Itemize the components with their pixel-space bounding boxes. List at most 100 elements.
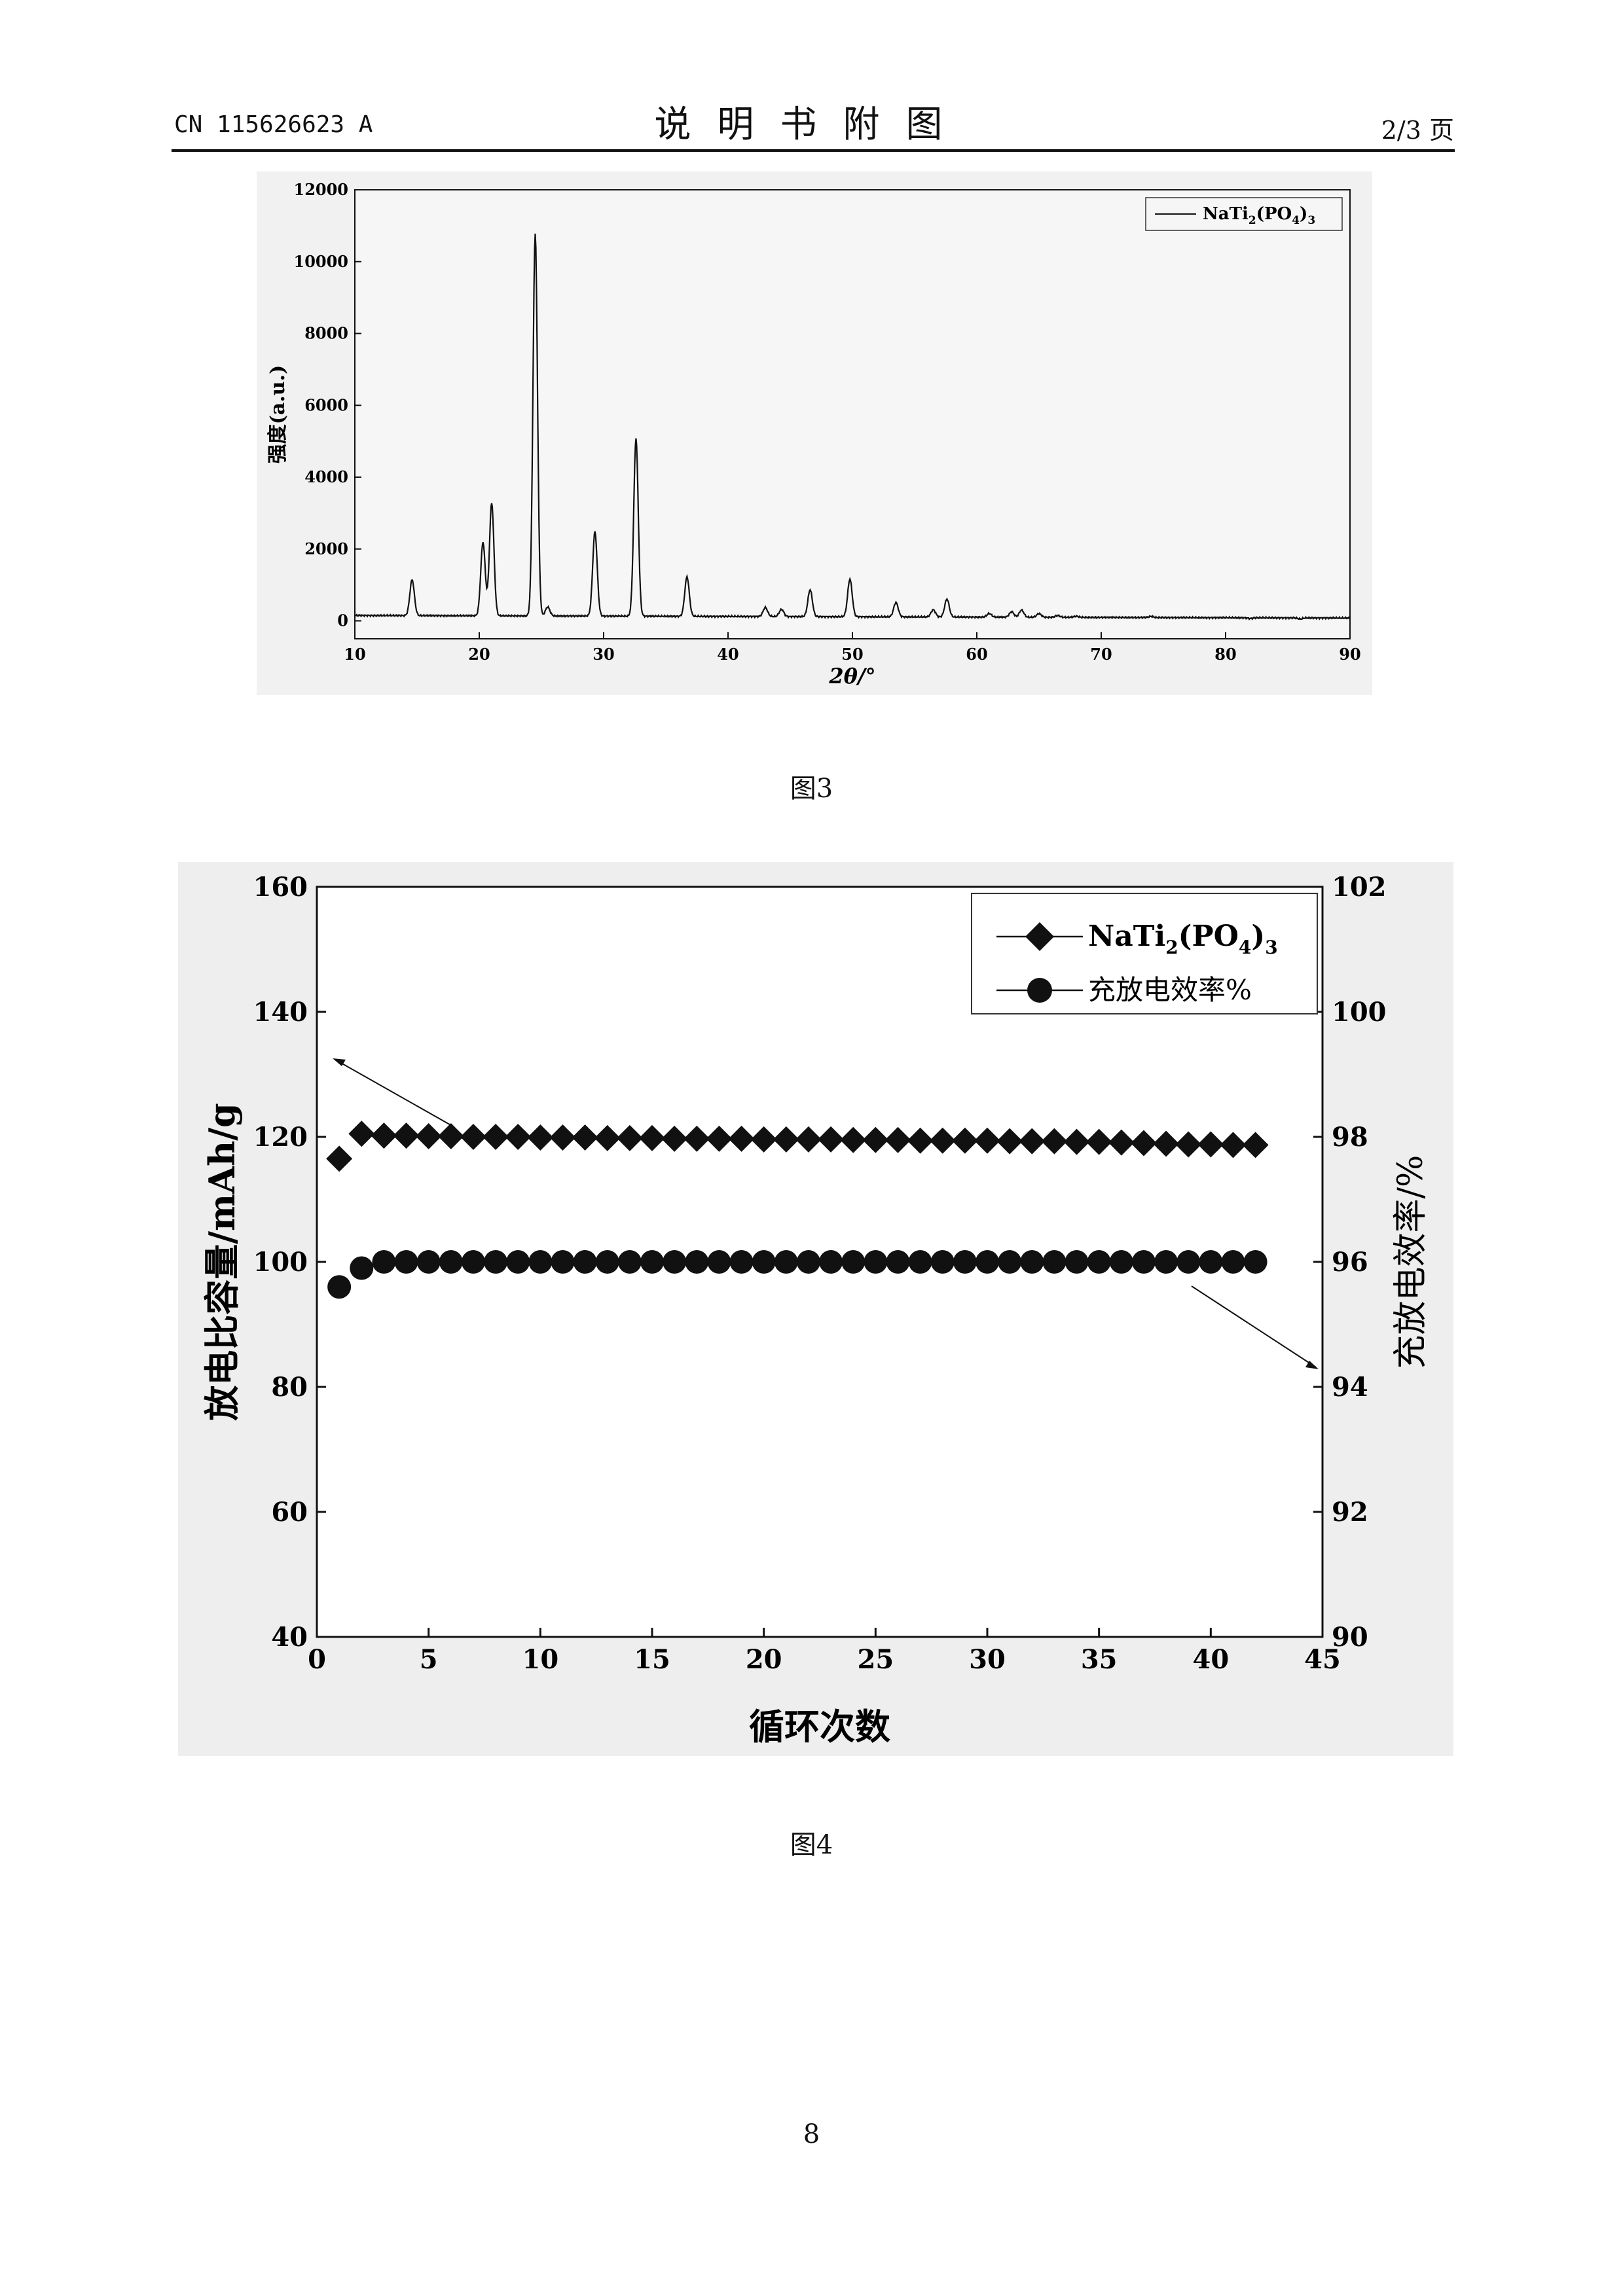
left-axis-arrow-head <box>333 1058 346 1066</box>
x-tick-label: 30 <box>593 645 614 664</box>
y-left-tick-label: 60 <box>271 1497 308 1528</box>
x-tick-label: 30 <box>969 1644 1006 1675</box>
capacity-point <box>706 1125 733 1152</box>
x-tick-label: 45 <box>1304 1644 1341 1675</box>
efficiency-point <box>1065 1250 1089 1274</box>
capacity-point <box>483 1124 509 1150</box>
y-right-tick-label: 96 <box>1332 1247 1368 1278</box>
capacity-point <box>818 1126 845 1153</box>
capacity-point <box>795 1126 822 1153</box>
y-right-tick-label: 102 <box>1332 872 1387 903</box>
capacity-point <box>684 1125 710 1152</box>
right-axis-arrow <box>1191 1285 1317 1368</box>
efficiency-point <box>617 1250 642 1274</box>
legend-efficiency-label: 充放电效率% <box>1088 974 1252 1006</box>
x-tick-label: 40 <box>1192 1644 1229 1675</box>
efficiency-point <box>1199 1250 1223 1274</box>
x-tick-label: 35 <box>1081 1644 1118 1675</box>
capacity-point <box>1019 1128 1046 1155</box>
x-tick-label: 10 <box>344 645 365 664</box>
capacity-point <box>773 1126 799 1153</box>
page-number: 8 <box>803 2119 820 2149</box>
efficiency-point <box>774 1250 798 1274</box>
capacity-point <box>326 1145 353 1172</box>
xrd-chart: 10 20 30 40 50 60 70 80 90 0 2000 4000 6000 8000 10000… <box>257 171 1372 695</box>
efficiency-point <box>1042 1250 1067 1274</box>
capacity-point <box>527 1124 554 1151</box>
document-id: CN 115626623 A <box>174 111 373 138</box>
x-tick-label: 90 <box>1339 645 1360 664</box>
efficiency-point <box>394 1250 418 1274</box>
y-tick-label: 6000 <box>304 395 348 414</box>
axis-arrows <box>333 1058 1319 1369</box>
capacity-point <box>594 1124 621 1151</box>
efficiency-point <box>685 1250 709 1274</box>
efficiency-point <box>953 1250 977 1274</box>
efficiency-point <box>796 1250 820 1274</box>
y-tick-label: 8000 <box>304 324 348 343</box>
efficiency-point <box>819 1250 843 1274</box>
capacity-point <box>1242 1132 1269 1158</box>
efficiency-point <box>439 1250 463 1274</box>
page-title: 说明书附图 <box>654 103 969 146</box>
efficiency-point <box>461 1250 485 1274</box>
x-axis-label: 循环次数 <box>749 1706 890 1748</box>
efficiency-point <box>886 1250 910 1274</box>
efficiency-point <box>551 1250 575 1274</box>
y-right-tick-label: 98 <box>1332 1122 1368 1153</box>
capacity-point <box>393 1122 420 1149</box>
capacity-point <box>348 1121 375 1147</box>
efficiency-point <box>752 1250 776 1274</box>
header-rule <box>172 149 1455 152</box>
right-axis-arrow-head <box>1305 1361 1319 1369</box>
y-left-tick-label: 140 <box>253 997 308 1028</box>
y-right-tick-label: 92 <box>1332 1497 1368 1528</box>
capacity-point <box>974 1127 1000 1154</box>
efficiency-point <box>976 1250 999 1274</box>
efficiency-point <box>1087 1250 1111 1274</box>
capacity-point <box>951 1127 978 1154</box>
capacity-point <box>1085 1128 1112 1155</box>
capacity-point <box>840 1126 867 1153</box>
capacity-point <box>437 1123 464 1150</box>
capacity-point <box>415 1123 442 1150</box>
efficiency-point <box>350 1256 374 1280</box>
capacity-point <box>549 1124 576 1151</box>
efficiency-point <box>372 1250 396 1274</box>
y-tick-label: 0 <box>337 611 348 630</box>
capacity-point <box>1108 1129 1135 1156</box>
y-tick-label: 4000 <box>304 467 348 486</box>
capacity-point <box>661 1125 688 1152</box>
efficiency-point <box>998 1250 1022 1274</box>
efficiency-point <box>1176 1250 1201 1274</box>
capacity-point <box>639 1124 665 1151</box>
page-indicator: 2/3 页 <box>1381 116 1454 145</box>
capacity-point <box>996 1128 1023 1155</box>
legend: NaTi2(PO4)3 <box>1145 197 1343 231</box>
y-axis-label: 强度(a.u.) <box>266 365 289 464</box>
efficiency-point <box>1131 1250 1156 1274</box>
y-tick-label: 2000 <box>304 539 348 558</box>
efficiency-point <box>864 1250 888 1274</box>
efficiency-point <box>1243 1250 1267 1274</box>
y-axis-right-label: 充放电效率/% <box>1391 1155 1431 1369</box>
capacity-point <box>1175 1131 1202 1158</box>
legend-capacity-label: NaTi2(PO4)3 <box>1088 920 1278 958</box>
x-tick-label: 60 <box>966 645 987 664</box>
capacity-point <box>460 1124 486 1150</box>
efficiency-point <box>640 1250 664 1274</box>
efficiency-point <box>484 1250 508 1274</box>
figure-4-caption: 图4 <box>790 1830 833 1860</box>
capacity-point <box>1197 1131 1224 1158</box>
x-tick-label: 5 <box>420 1644 438 1675</box>
legend-diamond-marker <box>1025 922 1054 951</box>
x-tick-label: 10 <box>522 1644 558 1675</box>
legend: NaTi2(PO4)3 充放电效率% <box>971 893 1318 1014</box>
x-tick-label: 20 <box>746 1644 782 1675</box>
y-axis-left-label: 放电比容量/mAh/g <box>201 1103 243 1421</box>
y-left-tick-label: 80 <box>271 1372 308 1403</box>
efficiency-point <box>841 1250 866 1274</box>
y-left-tick-label: 40 <box>271 1622 308 1653</box>
efficiency-point <box>506 1250 530 1274</box>
y-left-tick-label: 100 <box>253 1247 308 1278</box>
